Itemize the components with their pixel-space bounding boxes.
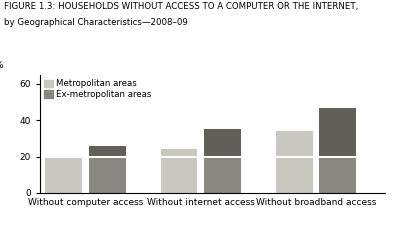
Bar [45, 158, 82, 193]
Bar [160, 149, 197, 193]
Bar [320, 108, 356, 157]
Text: by Geographical Characteristics—2008–09: by Geographical Characteristics—2008–09 [4, 18, 188, 27]
Bar [276, 131, 312, 193]
Bar [89, 157, 126, 193]
Bar [320, 157, 356, 193]
Text: FIGURE 1.3: HOUSEHOLDS WITHOUT ACCESS TO A COMPUTER OR THE INTERNET,: FIGURE 1.3: HOUSEHOLDS WITHOUT ACCESS TO… [4, 2, 358, 11]
Bar [204, 129, 241, 157]
Bar [89, 146, 126, 157]
Bar [204, 157, 241, 193]
Text: %: % [0, 61, 4, 70]
Legend: Metropolitan areas, Ex-metropolitan areas: Metropolitan areas, Ex-metropolitan area… [44, 79, 151, 99]
